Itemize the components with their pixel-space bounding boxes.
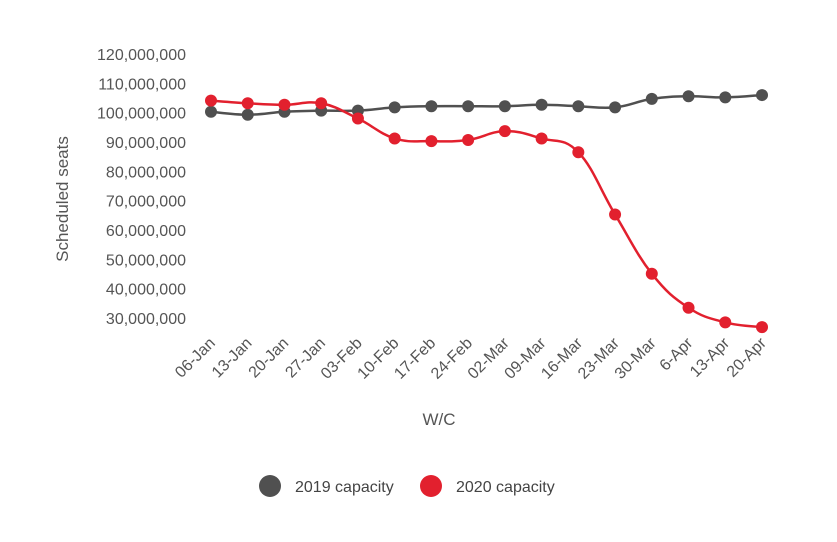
data-point[interactable] (682, 301, 695, 314)
data-point[interactable] (315, 97, 328, 110)
series-2020 (205, 94, 768, 334)
data-point[interactable] (278, 98, 291, 111)
x-tick-label: 13-Apr (687, 334, 733, 380)
data-point[interactable] (756, 89, 768, 102)
y-axis-ticks: 30,000,000 40,000,000 50,000,000 60,000,000… (97, 47, 186, 328)
y-tick-label: 80,000,000 (106, 164, 186, 181)
series-line (210, 99, 763, 329)
data-point[interactable] (645, 92, 658, 105)
data-point[interactable] (498, 100, 511, 113)
data-point[interactable] (609, 208, 622, 221)
legend-item-2020[interactable]: 2020 capacity (420, 475, 555, 497)
series-line (210, 93, 763, 116)
y-tick-label: 70,000,000 (106, 194, 186, 211)
data-point[interactable] (388, 132, 401, 145)
x-tick-label: 30-Mar (612, 334, 660, 382)
data-point[interactable] (425, 100, 438, 113)
data-point[interactable] (351, 112, 364, 125)
data-point[interactable] (609, 101, 622, 114)
series-layer (205, 89, 768, 334)
y-tick-label: 110,000,000 (98, 76, 186, 93)
data-point[interactable] (498, 125, 511, 138)
data-point[interactable] (462, 100, 475, 113)
x-tick-label: 20-Jan (246, 335, 293, 382)
y-tick-label: 100,000,000 (97, 106, 186, 123)
legend-label-2020: 2020 capacity (456, 479, 555, 496)
x-tick-label: 13-Jan (209, 335, 256, 382)
y-tick-label: 90,000,000 (106, 135, 186, 152)
data-point[interactable] (645, 267, 658, 280)
data-point[interactable] (535, 132, 548, 145)
data-point[interactable] (572, 146, 585, 159)
x-tick-label: 20-Apr (724, 334, 770, 380)
y-tick-label: 120,000,000 (97, 47, 186, 64)
data-point[interactable] (205, 105, 217, 118)
data-point[interactable] (205, 94, 217, 107)
x-axis-label: W/C (422, 410, 455, 429)
data-point[interactable] (572, 100, 585, 113)
data-point[interactable] (756, 321, 768, 334)
data-point[interactable] (682, 90, 695, 103)
y-tick-label: 60,000,000 (106, 223, 186, 240)
y-tick-label: 50,000,000 (106, 252, 186, 269)
legend-marker-2019 (259, 475, 281, 497)
data-point[interactable] (462, 133, 475, 146)
y-tick-label: 40,000,000 (106, 282, 186, 299)
data-point[interactable] (719, 316, 732, 329)
legend-item-2019[interactable]: 2019 capacity (259, 475, 394, 497)
data-point[interactable] (388, 101, 401, 114)
data-point[interactable] (425, 135, 438, 148)
x-tick-label: 06-Jan (172, 335, 219, 382)
data-point[interactable] (719, 91, 732, 104)
y-tick-label: 30,000,000 (106, 311, 186, 328)
legend[interactable]: 2019 capacity 2020 capacity (259, 475, 555, 497)
data-point[interactable] (535, 98, 548, 111)
x-axis-ticks: 06-Jan13-Jan20-Jan27-Jan03-Feb10-Feb17-F… (172, 334, 770, 382)
legend-marker-2020 (420, 475, 442, 497)
y-axis-label: Scheduled seats (53, 136, 72, 262)
data-point[interactable] (241, 97, 254, 110)
data-point[interactable] (241, 108, 254, 121)
legend-label-2019: 2019 capacity (295, 479, 394, 496)
